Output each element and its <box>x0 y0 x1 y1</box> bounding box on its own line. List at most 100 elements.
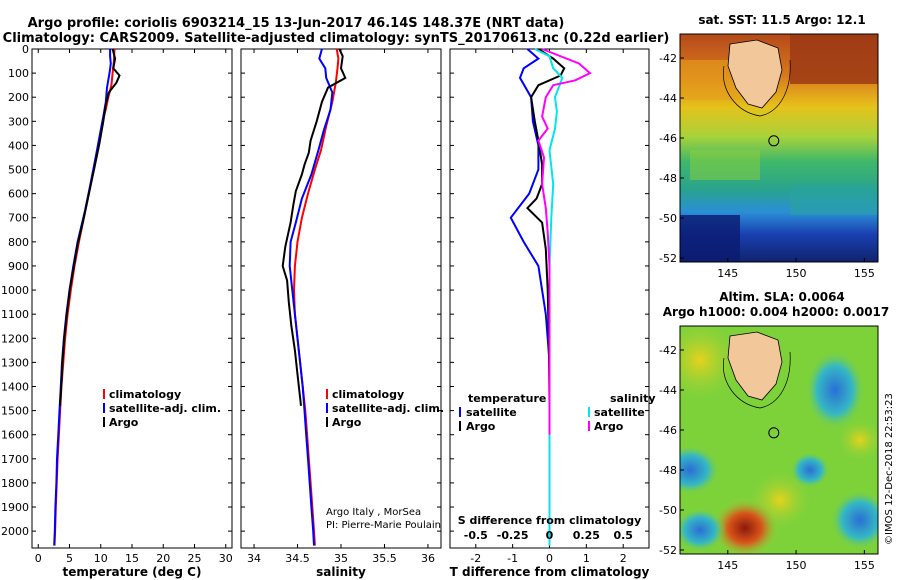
salinity-chart: 34 34.5 35 35.5 36 salinity climatologysatelli… <box>240 48 444 579</box>
depth-ytick-label: 1300 <box>1 356 29 369</box>
temperature-xtick-label: 20 <box>156 552 170 565</box>
difference-legend-right-title: salinity <box>610 392 656 405</box>
depth-ytick-label: 1000 <box>1 284 29 297</box>
sla_map-ytick-label: -46 <box>659 424 677 437</box>
salinity-legend-label: satellite-adj. clim. <box>332 402 444 415</box>
sst_map-xtick-label: 155 <box>854 267 875 280</box>
sst_map-xtick-label: 145 <box>717 267 738 280</box>
temperature-legend-label: satellite-adj. clim. <box>109 402 221 415</box>
salinity-xtick-label: 34 <box>247 552 261 565</box>
difference-legend-right-label: Argo <box>594 420 624 433</box>
credit-line1: Argo Italy , MorSea <box>326 507 421 518</box>
depth-ytick-label: 1900 <box>1 501 29 514</box>
depth-ytick-label: 1500 <box>1 405 29 418</box>
temperature-xtick-label: 30 <box>219 552 233 565</box>
temperature-xtick-label: 0 <box>35 552 42 565</box>
timestamp: ©IMOS 12-Dec-2018 22:53:23 <box>884 393 895 545</box>
sst-map-field <box>680 34 878 262</box>
depth-ytick-label: 1600 <box>1 429 29 442</box>
salinity-series-satellite-adj-clim--line <box>288 48 334 546</box>
depth-ytick-label: 300 <box>8 115 29 128</box>
depth-ytick-label: 400 <box>8 139 29 152</box>
sst-isobath <box>723 59 791 117</box>
depth-ytick-label: 200 <box>8 91 29 104</box>
sla_map-xtick-label: 145 <box>717 559 738 572</box>
depth-ytick-label: 1100 <box>1 308 29 321</box>
sst_map-ytick-label: -48 <box>659 172 677 185</box>
sst_map-ytick-label: -46 <box>659 132 677 145</box>
difference-xtick-label: 2 <box>620 552 627 565</box>
difference-legend-left-title: temperature <box>468 392 546 405</box>
difference-chart: -2 -1 0 1 2T difference from climatology temp… <box>449 48 656 579</box>
sla-map-title-line1: Altim. SLA: 0.0064 <box>719 290 845 304</box>
temperature-legend-label: Argo <box>109 416 139 429</box>
sst_map-ytick-label: -42 <box>659 52 677 65</box>
temperature-series-climatology-line <box>53 48 116 546</box>
depth-ytick-label: 600 <box>8 188 29 201</box>
difference-xtick-label: 1 <box>583 552 590 565</box>
sla_map-ytick-label: -44 <box>659 384 677 397</box>
depth-ytick-label: 100 <box>8 67 29 80</box>
sla_map-ytick-label: -42 <box>659 344 677 357</box>
sla_map-ytick-label: -52 <box>659 544 677 557</box>
figure-title-line1: Argo profile: coriolis 6903214_15 13-Jun… <box>28 16 565 31</box>
salinity-difference-xtick-label: 0.5 <box>613 529 633 542</box>
salinity-legend-label: Argo <box>332 416 362 429</box>
difference-series-argo-line <box>525 48 566 406</box>
sla-map-title-line2: Argo h1000: 0.004 h2000: 0.0017 <box>663 305 890 319</box>
depth-ytick-label: 900 <box>8 260 29 273</box>
temperature-legend-label: climatology <box>109 388 181 401</box>
sst_map-ytick-label: -44 <box>659 92 677 105</box>
difference-xlabel: T difference from climatology <box>450 565 650 579</box>
sla-map: Altim. SLA: 0.0064 Argo h1000: 0.004 h20… <box>659 290 890 572</box>
difference-legend-left-label: Argo <box>466 420 496 433</box>
temperature-xtick-label: 10 <box>94 552 108 565</box>
sla_map-ytick-label: -50 <box>659 504 677 517</box>
difference-legend-left-label: satellite <box>466 406 517 419</box>
salinity-difference-xtick-label: 0 <box>546 529 554 542</box>
depth-ytick-label: 1800 <box>1 477 29 490</box>
salinity-series-argo-line <box>281 48 347 406</box>
sla_map-xtick-label: 150 <box>786 559 807 572</box>
sst_map-ytick-label: -50 <box>659 212 677 225</box>
depth-ytick-label: 0 <box>22 43 29 56</box>
salinity-legend-label: climatology <box>332 388 404 401</box>
sla-map-field <box>680 326 878 554</box>
sla-map-axes: 145 150 155 -42 -44 -46 -48 -50 -52 <box>659 344 875 572</box>
sst-map-axes: 145 150 155 -42 -44 -46 -48 -50 -52 <box>659 52 875 280</box>
depth-ytick-label: 1400 <box>1 380 29 393</box>
sst-argo-position-marker <box>768 135 780 147</box>
salinity-difference-xtick-label: -0.25 <box>497 529 529 542</box>
depth-ytick-label: 2000 <box>1 525 29 538</box>
depth-ytick-label: 1700 <box>1 453 29 466</box>
difference-xtick-label: -2 <box>470 552 481 565</box>
difference-xtick-label: -1 <box>507 552 518 565</box>
temperature-xlabel: temperature (deg C) <box>63 565 202 579</box>
depth-ytick-label: 500 <box>8 164 29 177</box>
difference-series-satellite-line <box>509 48 551 411</box>
salinity-xtick-label: 35.5 <box>372 552 397 565</box>
difference-series-argo-line <box>537 48 592 435</box>
temperature-series-argo-line <box>59 48 121 406</box>
difference-legend-right-label: satellite <box>594 406 645 419</box>
difference-xtick-label: 0 <box>546 552 553 565</box>
sla-argo-position-marker <box>768 427 780 439</box>
depth-ytick-label: 1200 <box>1 332 29 345</box>
temperature-xtick-label: 25 <box>188 552 202 565</box>
sla-isobath <box>723 351 791 409</box>
depth-ytick-label: 700 <box>8 212 29 225</box>
figure-title-line2: Climatology: CARS2009. Satellite-adjuste… <box>3 31 670 46</box>
salinity-xlabel: salinity <box>316 565 366 579</box>
temperature-chart: 0 5 10 15 20 25 300100200300400500600700800900… <box>1 43 233 579</box>
sst-map: sat. SST: 11.5 Argo: 12.1 145 150 155 -42 -4… <box>659 13 879 280</box>
sst_map-xtick-label: 150 <box>786 267 807 280</box>
salinity-xtick-label: 34.5 <box>285 552 310 565</box>
depth-ytick-label: 800 <box>8 236 29 249</box>
temperature-plot-frame <box>31 48 233 549</box>
tasmania-land-sla <box>727 331 783 401</box>
tasmania-land <box>727 39 783 109</box>
credit-line2: PI: Pierre-Marie Poulain <box>326 520 441 531</box>
temperature-xtick-label: 15 <box>125 552 139 565</box>
salinity-plot-frame <box>240 48 442 549</box>
